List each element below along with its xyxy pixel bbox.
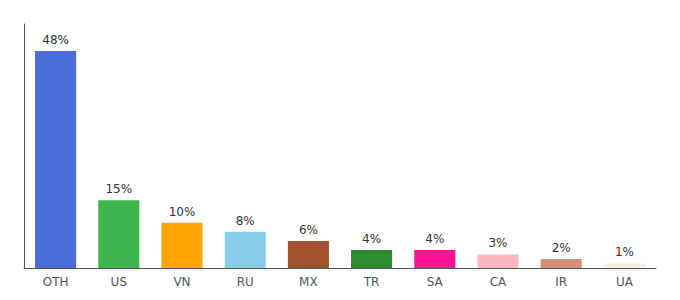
svg-text:48%: 48% [42, 33, 69, 47]
svg-text:8%: 8% [236, 214, 255, 228]
svg-text:15%: 15% [105, 182, 132, 196]
svg-text:UA: UA [616, 275, 634, 289]
svg-text:1%: 1% [615, 245, 634, 259]
svg-text:SA: SA [427, 275, 444, 289]
svg-text:RU: RU [237, 275, 254, 289]
svg-text:6%: 6% [299, 223, 318, 237]
svg-text:CA: CA [490, 275, 507, 289]
svg-text:4%: 4% [425, 232, 444, 246]
svg-text:IR: IR [555, 275, 567, 289]
svg-text:2%: 2% [552, 241, 571, 255]
svg-text:US: US [111, 275, 127, 289]
svg-text:10%: 10% [169, 205, 196, 219]
svg-text:4%: 4% [362, 232, 381, 246]
svg-text:MX: MX [299, 275, 318, 289]
svg-text:3%: 3% [488, 236, 507, 250]
svg-text:OTH: OTH [43, 275, 69, 289]
svg-text:VN: VN [173, 275, 190, 289]
svg-text:TR: TR [363, 275, 380, 289]
